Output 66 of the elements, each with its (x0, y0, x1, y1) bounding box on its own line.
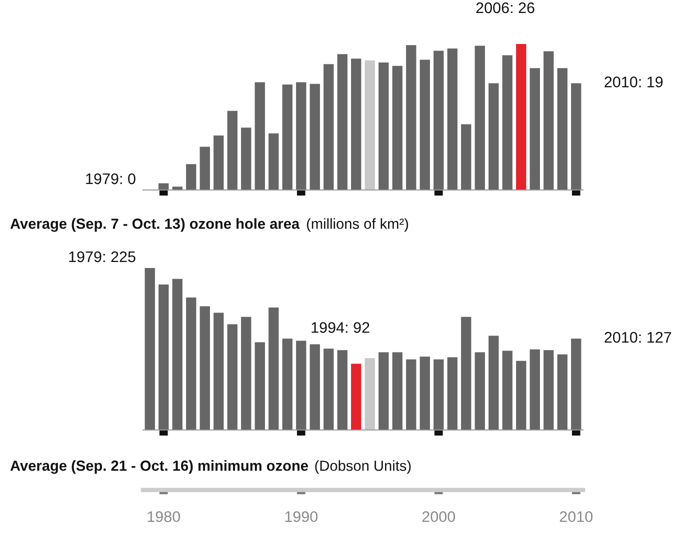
bar (324, 64, 334, 190)
bar (172, 278, 182, 430)
bar (324, 348, 334, 430)
bar (214, 136, 224, 190)
bar (268, 308, 279, 430)
bar (254, 342, 265, 430)
text: Average (Sep. 7 - Oct. 13) ozone hole area (millions of km²) (10, 218, 408, 232)
x-tick-label: 1980 (148, 511, 180, 522)
bar (488, 83, 499, 190)
bar (268, 133, 279, 190)
bar (310, 84, 320, 190)
bar (392, 66, 402, 190)
annotation: 2010: 19 (604, 76, 663, 88)
annotation: 2006: 26 (476, 2, 534, 14)
bar (227, 110, 238, 190)
bar (241, 128, 252, 190)
bar (516, 360, 526, 430)
bar (351, 364, 362, 430)
bar (447, 48, 458, 190)
bar (406, 45, 416, 190)
bar (351, 58, 362, 190)
bar (254, 82, 265, 190)
bar (282, 338, 292, 430)
bar (474, 352, 485, 430)
bar (186, 297, 196, 430)
bar (516, 44, 526, 190)
bar (420, 60, 430, 190)
annotation: 1979: 225 (69, 251, 136, 262)
bar (378, 352, 389, 430)
bar (488, 336, 499, 430)
bar (530, 349, 540, 430)
x-tick-label: 1990 (285, 511, 318, 522)
bar (420, 356, 430, 430)
bar (378, 62, 389, 190)
bar (447, 357, 458, 430)
annotation: 1994: 92 (312, 322, 370, 333)
bar (392, 352, 402, 430)
bar (186, 164, 196, 190)
bar (461, 316, 472, 430)
bar (337, 350, 348, 430)
bar (364, 60, 375, 190)
bar (557, 68, 568, 190)
bar (544, 350, 554, 430)
bar (227, 324, 238, 430)
x-tick-label: 2000 (422, 511, 456, 522)
bar (502, 55, 512, 190)
bar (282, 84, 292, 190)
bar (310, 344, 320, 430)
text: Average (Sep. 21 - Oct. 16) minimum ozone (Dobson Units) (10, 460, 411, 474)
bar (461, 124, 472, 190)
x-tick-label: 2010 (560, 511, 593, 522)
bar (502, 350, 512, 430)
bar (144, 268, 155, 430)
bar (337, 54, 348, 190)
bar (241, 316, 252, 430)
bar (474, 46, 485, 190)
bar (530, 68, 540, 190)
bar (544, 51, 554, 190)
bar (557, 354, 568, 430)
annotation: 2010: 127 (604, 332, 672, 343)
bar (214, 312, 224, 430)
annotation: 1979: 0 (86, 173, 136, 184)
bar (200, 146, 210, 190)
bar (200, 306, 210, 430)
bar (406, 359, 416, 430)
bar (364, 358, 375, 430)
